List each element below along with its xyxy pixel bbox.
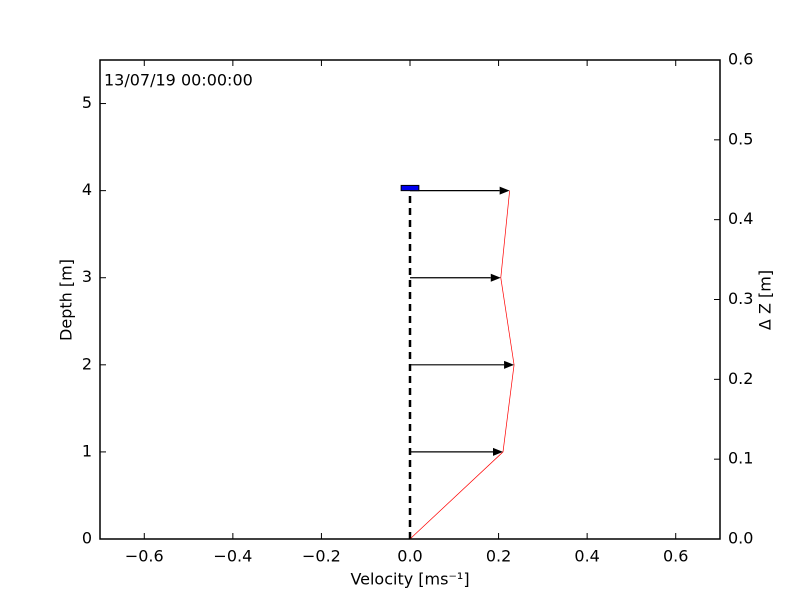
y-tick-label: 2 xyxy=(82,354,92,373)
x-tick-label: −0.6 xyxy=(125,547,164,566)
y2-tick-label: 0.6 xyxy=(728,50,753,69)
y2-tick-label: 0.0 xyxy=(728,529,753,548)
y2-tick-label: 0.3 xyxy=(728,289,753,308)
y-axis-label: Depth [m] xyxy=(57,259,76,341)
y-tick-label: 3 xyxy=(82,267,92,286)
y2-axis-label: Δ Z [m] xyxy=(756,270,775,330)
arrow-head xyxy=(499,186,510,195)
x-tick-label: −0.4 xyxy=(213,547,252,566)
y2-tick-label: 0.5 xyxy=(728,129,753,148)
x-tick-label: 0.6 xyxy=(663,547,688,566)
velocity-arrow xyxy=(410,447,503,456)
arrow-head xyxy=(490,273,501,282)
annotation: 13/07/19 00:00:00 xyxy=(104,71,253,90)
y-tick-label: 4 xyxy=(82,180,92,199)
x-tick-label: 0.2 xyxy=(486,547,511,566)
arrow-head xyxy=(493,447,503,456)
arrow-head xyxy=(504,360,515,369)
y2-tick-label: 0.2 xyxy=(728,369,753,388)
y-tick-label: 5 xyxy=(82,93,92,112)
velocity-arrow xyxy=(410,186,510,195)
velocity-arrow xyxy=(410,273,501,282)
y-tick-label: 0 xyxy=(82,529,92,548)
x-tick-label: −0.2 xyxy=(302,547,341,566)
y2-tick-label: 0.1 xyxy=(728,449,753,468)
plot-frame xyxy=(99,59,721,540)
x-tick-label: 0.4 xyxy=(574,547,599,566)
y-tick-label: 1 xyxy=(82,441,92,460)
x-axis-label: Velocity [ms⁻¹] xyxy=(350,570,469,589)
x-tick-label: 0.0 xyxy=(397,547,422,566)
velocity-arrow xyxy=(410,360,515,369)
surface-marker xyxy=(400,184,420,192)
y2-tick-label: 0.4 xyxy=(728,209,753,228)
